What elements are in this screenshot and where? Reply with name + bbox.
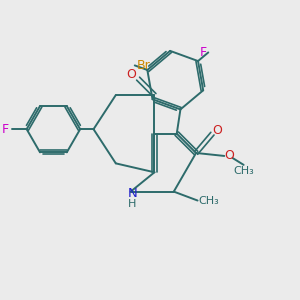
Text: CH₃: CH₃ (233, 167, 254, 176)
Text: CH₃: CH₃ (199, 196, 219, 206)
Text: Br: Br (137, 59, 151, 72)
Text: F: F (2, 123, 9, 136)
Text: O: O (127, 68, 136, 81)
Text: O: O (212, 124, 222, 136)
Text: H: H (128, 199, 136, 209)
Text: F: F (200, 46, 206, 59)
Text: O: O (225, 149, 235, 162)
Text: N: N (127, 187, 137, 200)
